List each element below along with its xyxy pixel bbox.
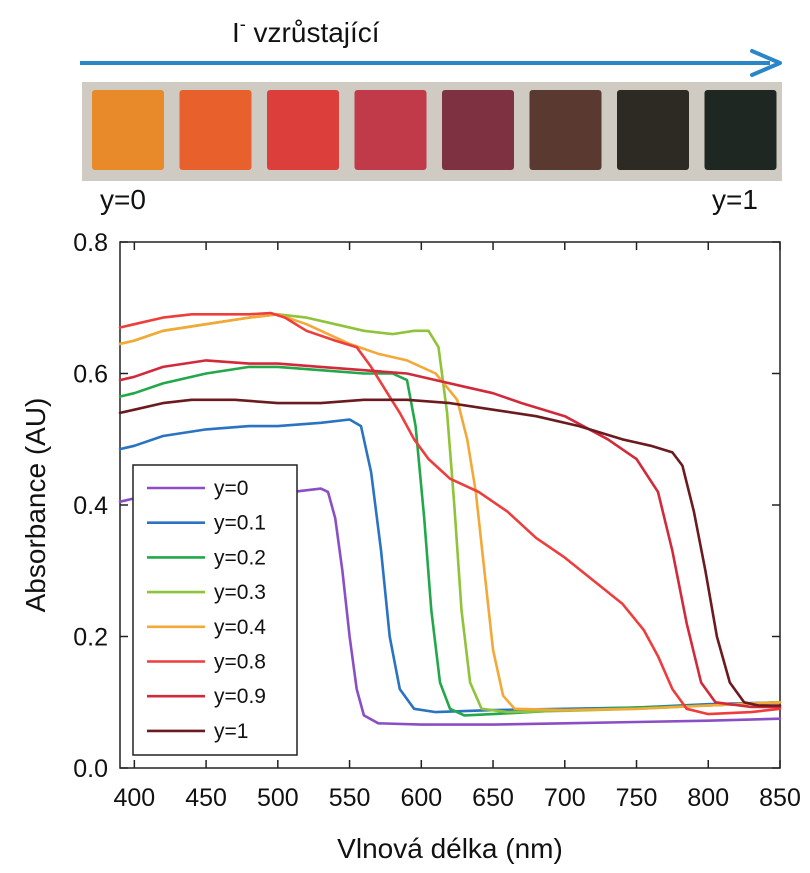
series-line-6 bbox=[118, 359, 782, 709]
strip-sample-2 bbox=[267, 90, 339, 170]
y-tick-label-3: 0.6 bbox=[73, 361, 108, 389]
strip-left-label: y=0 bbox=[100, 184, 146, 215]
series-line-4 bbox=[118, 313, 782, 712]
banner-text: I- vzrůstající bbox=[232, 14, 380, 48]
banner-arrow-head bbox=[750, 49, 782, 77]
legend-label-5: y=0.8 bbox=[214, 651, 266, 674]
x-tick-label-800: 800 bbox=[687, 784, 729, 812]
banner-text-rest: vzrůstající bbox=[246, 17, 380, 48]
strip-sample-6 bbox=[617, 90, 689, 170]
banner-ion-charge: - bbox=[240, 14, 246, 34]
y-tick-label-1: 0.2 bbox=[73, 624, 108, 652]
legend-label-3: y=0.3 bbox=[214, 581, 266, 604]
x-tick-label-550: 550 bbox=[329, 784, 371, 812]
series-line-7 bbox=[118, 398, 782, 707]
strip-sample-5 bbox=[529, 90, 602, 170]
legend-label-1: y=0.1 bbox=[214, 512, 266, 535]
x-tick-label-600: 600 bbox=[400, 784, 442, 812]
legend-label-4: y=0.4 bbox=[214, 616, 266, 639]
strip-sample-0 bbox=[92, 90, 164, 170]
legend-label-7: y=1 bbox=[214, 720, 248, 743]
x-axis-title: Vlnová délka (nm) bbox=[337, 833, 563, 864]
y-axis-title: Absorbance (AU) bbox=[20, 398, 51, 613]
y-tick-label-2: 0.4 bbox=[73, 492, 108, 520]
banner-ion-symbol: I bbox=[232, 17, 240, 48]
sample-strip: y=0 y=1 bbox=[82, 82, 782, 215]
axis-ticks bbox=[120, 241, 781, 769]
x-tick-label-700: 700 bbox=[544, 784, 586, 812]
banner: I- vzrůstající bbox=[80, 14, 782, 77]
x-tick-label-400: 400 bbox=[113, 784, 155, 812]
strip-sample-4 bbox=[442, 90, 514, 170]
x-tick-label-850: 850 bbox=[759, 784, 801, 812]
axis-tick-labels: 400 450 500 550 600 650 700 750 800 850 0.0 0.2 0.4 0… bbox=[73, 229, 801, 812]
x-tick-label-750: 750 bbox=[616, 784, 658, 812]
x-tick-label-500: 500 bbox=[257, 784, 299, 812]
x-tick-label-650: 650 bbox=[472, 784, 514, 812]
y-tick-label-4: 0.8 bbox=[73, 229, 108, 257]
strip-sample-1 bbox=[179, 90, 252, 170]
legend: y=0 y=0.1 y=0.2 y=0.3 y=0.4 y=0.8 y=0.9 y=1 bbox=[132, 464, 298, 756]
series-lines bbox=[118, 311, 782, 726]
legend-label-2: y=0.2 bbox=[214, 546, 266, 569]
series-line-5 bbox=[118, 311, 782, 716]
x-tick-label-450: 450 bbox=[185, 784, 227, 812]
legend-label-0: y=0 bbox=[214, 477, 248, 500]
strip-sample-7 bbox=[704, 90, 777, 170]
strip-sample-3 bbox=[354, 90, 427, 170]
chart: 400 450 500 550 600 650 700 750 800 850 0.0 0.2 0.4 0… bbox=[20, 229, 801, 864]
legend-entries: y=0 y=0.1 y=0.2 y=0.3 y=0.4 y=0.8 y=0.9 y=1 bbox=[147, 477, 266, 743]
legend-box bbox=[132, 464, 298, 756]
strip-right-label: y=1 bbox=[712, 184, 758, 215]
legend-label-6: y=0.9 bbox=[214, 685, 266, 708]
strip-samples bbox=[92, 90, 777, 170]
y-tick-label-0: 0.0 bbox=[73, 755, 108, 783]
